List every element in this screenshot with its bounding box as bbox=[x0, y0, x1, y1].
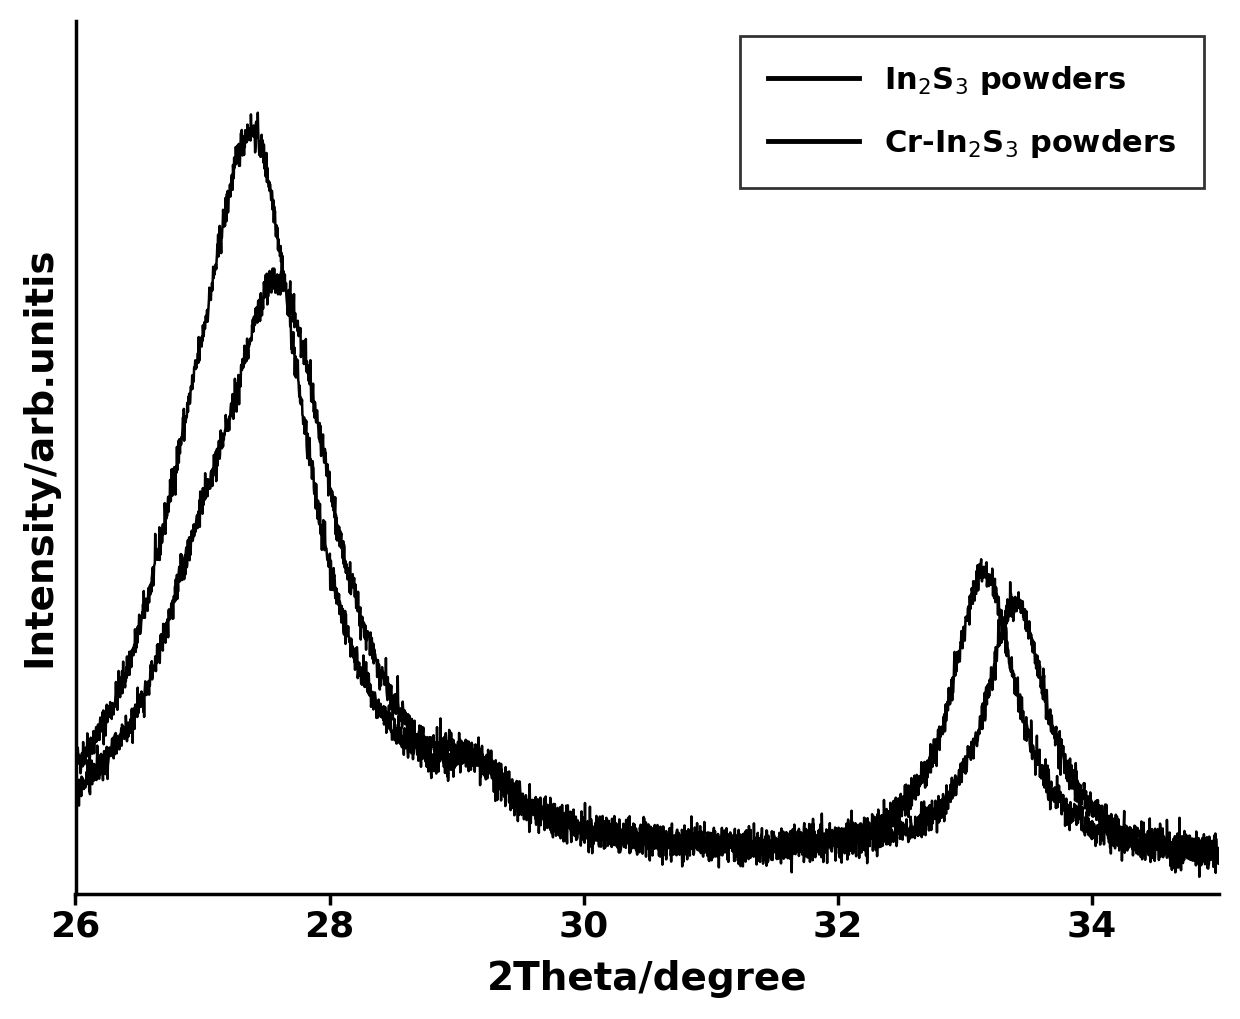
Y-axis label: Intensity/arb.unitis: Intensity/arb.unitis bbox=[21, 247, 58, 667]
Legend: In$_2$S$_3$ powders, Cr-In$_2$S$_3$ powders: In$_2$S$_3$ powders, Cr-In$_2$S$_3$ powd… bbox=[740, 36, 1204, 187]
X-axis label: 2Theta/degree: 2Theta/degree bbox=[487, 960, 807, 999]
